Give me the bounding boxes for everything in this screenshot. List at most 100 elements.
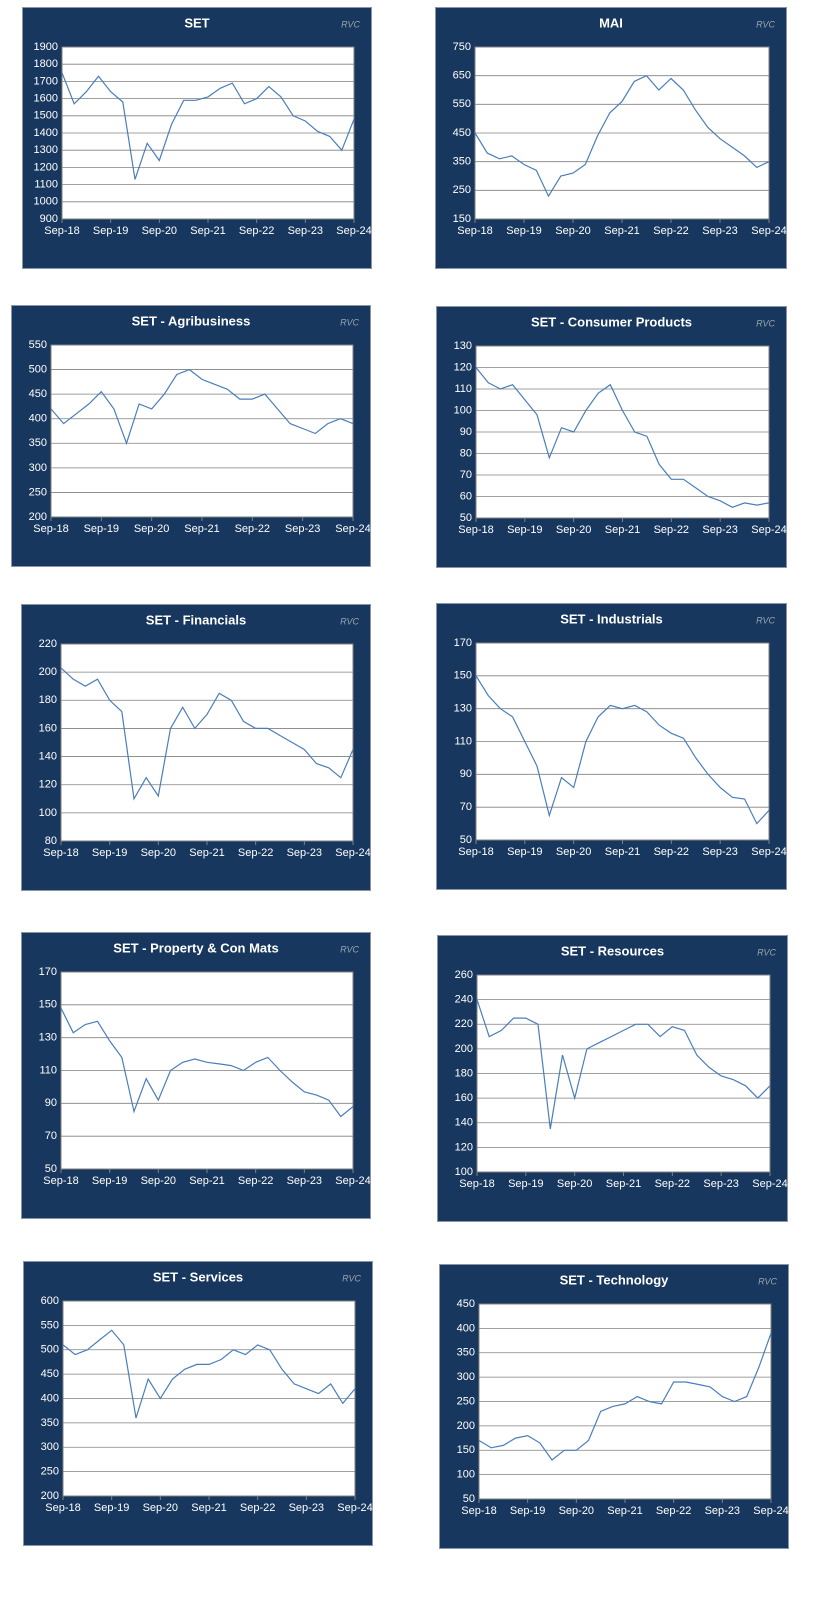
y-tick-label: 1700: [34, 75, 58, 87]
y-tick-label: 250: [41, 1466, 59, 1478]
y-tick-label: 140: [39, 750, 57, 762]
chart: SET RVC 900 1000 1100 1200 1300 1400 1500 1600 170…: [22, 7, 372, 269]
chart-title: SET - Services: [153, 1269, 243, 1284]
y-tick-label: 350: [453, 156, 471, 168]
y-tick-label: 1800: [34, 58, 58, 70]
x-tick-label: Sep-22: [240, 1502, 275, 1514]
x-tick-label: Sep-18: [45, 1502, 80, 1514]
x-tick-label: Sep-24: [335, 1175, 370, 1187]
x-tick-label: Sep-23: [289, 1502, 324, 1514]
chart: SET - Financials RVC 80 100 120 140 160 180 200 2…: [21, 604, 371, 891]
source-label: RVC: [756, 615, 775, 625]
y-tick-label: 1000: [34, 196, 58, 208]
y-tick-label: 400: [457, 1322, 475, 1334]
x-tick-label: Sep-23: [703, 1178, 738, 1190]
y-tick-label: 160: [39, 722, 57, 734]
chart-title: SET: [184, 15, 209, 30]
y-tick-label: 50: [460, 512, 472, 524]
y-tick-label: 550: [453, 98, 471, 110]
line-series: [50, 368, 354, 446]
y-tick-label: 100: [457, 1469, 475, 1481]
x-tick-label: Sep-19: [92, 1175, 127, 1187]
x-tick-label: Sep-24: [751, 225, 786, 237]
y-tick-label: 550: [41, 1319, 59, 1331]
y-tick-label: 90: [45, 1097, 57, 1109]
x-tick-label: Sep-24: [751, 846, 786, 858]
y-tick-label: 250: [453, 184, 471, 196]
y-tick-label: 550: [29, 339, 47, 351]
chart-panel: SET RVC 900 1000 1100 1200 1300 1400 1500 1600 170…: [22, 7, 372, 269]
y-tick-label: 150: [457, 1444, 475, 1456]
x-tick-label: Sep-23: [287, 1175, 322, 1187]
source-label: RVC: [341, 19, 360, 29]
line-series: [62, 1329, 356, 1419]
line-series: [60, 667, 354, 801]
y-tick-label: 170: [454, 637, 472, 649]
y-tick-label: 130: [39, 1032, 57, 1044]
chart: SET - Resources RVC 100 120 140 160 180 200 220 2…: [437, 935, 788, 1222]
y-tick-label: 100: [455, 1166, 473, 1178]
x-tick-label: Sep-21: [184, 523, 219, 535]
chart: SET - Property & Con Mats RVC 50 70 90 110 130…: [21, 932, 371, 1219]
source-label: RVC: [757, 947, 776, 957]
y-tick-label: 80: [460, 447, 472, 459]
y-tick-label: 200: [41, 1490, 59, 1502]
y-tick-label: 180: [39, 694, 57, 706]
x-tick-label: Sep-19: [507, 846, 542, 858]
line-series: [475, 675, 770, 825]
y-tick-label: 1900: [34, 41, 58, 53]
y-tick-label: 50: [460, 834, 472, 846]
x-tick-label: Sep-20: [142, 225, 177, 237]
source-label: RVC: [758, 1276, 777, 1286]
x-tick-label: Sep-23: [705, 1505, 740, 1517]
source-label: RVC: [756, 318, 775, 328]
x-tick-label: Sep-24: [336, 225, 371, 237]
y-tick-label: 90: [460, 426, 472, 438]
chart-title: SET - Property & Con Mats: [113, 940, 278, 955]
x-tick-label: Sep-19: [506, 225, 541, 237]
y-tick-label: 120: [455, 1141, 473, 1153]
x-tick-label: Sep-24: [337, 1502, 372, 1514]
x-tick-label: Sep-23: [287, 847, 322, 859]
line-series: [61, 72, 355, 180]
y-tick-label: 1400: [34, 127, 58, 139]
x-tick-label: Sep-20: [141, 847, 176, 859]
x-tick-label: Sep-20: [134, 523, 169, 535]
chart-panel: SET - Agribusiness RVC 200 250 300 350 400 450 5…: [11, 305, 371, 567]
y-tick-label: 1500: [34, 110, 58, 122]
x-tick-label: Sep-18: [458, 846, 493, 858]
source-label: RVC: [340, 944, 359, 954]
y-tick-label: 220: [455, 1018, 473, 1030]
y-tick-label: 250: [29, 486, 47, 498]
x-tick-label: Sep-19: [92, 847, 127, 859]
x-tick-label: Sep-20: [141, 1175, 176, 1187]
y-tick-label: 350: [29, 437, 47, 449]
x-tick-label: Sep-24: [752, 1178, 787, 1190]
chart-title: SET - Industrials: [560, 611, 663, 626]
chart: SET - Consumer Products RVC 50 60 70 80 90 100 1…: [436, 306, 787, 568]
y-tick-label: 100: [39, 807, 57, 819]
line-series: [476, 999, 771, 1129]
x-tick-label: Sep-21: [606, 1178, 641, 1190]
chart-panel: SET - Industrials RVC 50 70 90 110 130 150 170 Se…: [436, 603, 787, 890]
y-tick-label: 400: [41, 1392, 59, 1404]
x-tick-label: Sep-23: [288, 225, 323, 237]
y-tick-label: 250: [457, 1395, 475, 1407]
chart: MAI RVC 150 250 350 450 550 650 750 Sep-18 Sep-19 S…: [435, 7, 787, 269]
y-tick-label: 80: [45, 835, 57, 847]
y-tick-label: 130: [454, 703, 472, 715]
x-tick-label: Sep-19: [510, 1505, 545, 1517]
x-tick-label: Sep-19: [94, 1502, 129, 1514]
y-tick-label: 1200: [34, 161, 58, 173]
chart-panel: SET - Property & Con Mats RVC 50 70 90 110 130…: [21, 932, 371, 1219]
y-tick-label: 450: [29, 388, 47, 400]
x-tick-label: Sep-18: [44, 225, 79, 237]
x-tick-label: Sep-18: [457, 225, 492, 237]
x-tick-label: Sep-20: [557, 1178, 592, 1190]
source-label: RVC: [756, 19, 775, 29]
x-tick-label: Sep-18: [43, 847, 78, 859]
y-tick-label: 200: [39, 666, 57, 678]
chart-title: SET - Financials: [146, 612, 246, 627]
x-tick-label: Sep-22: [239, 225, 274, 237]
x-tick-label: Sep-20: [556, 846, 591, 858]
